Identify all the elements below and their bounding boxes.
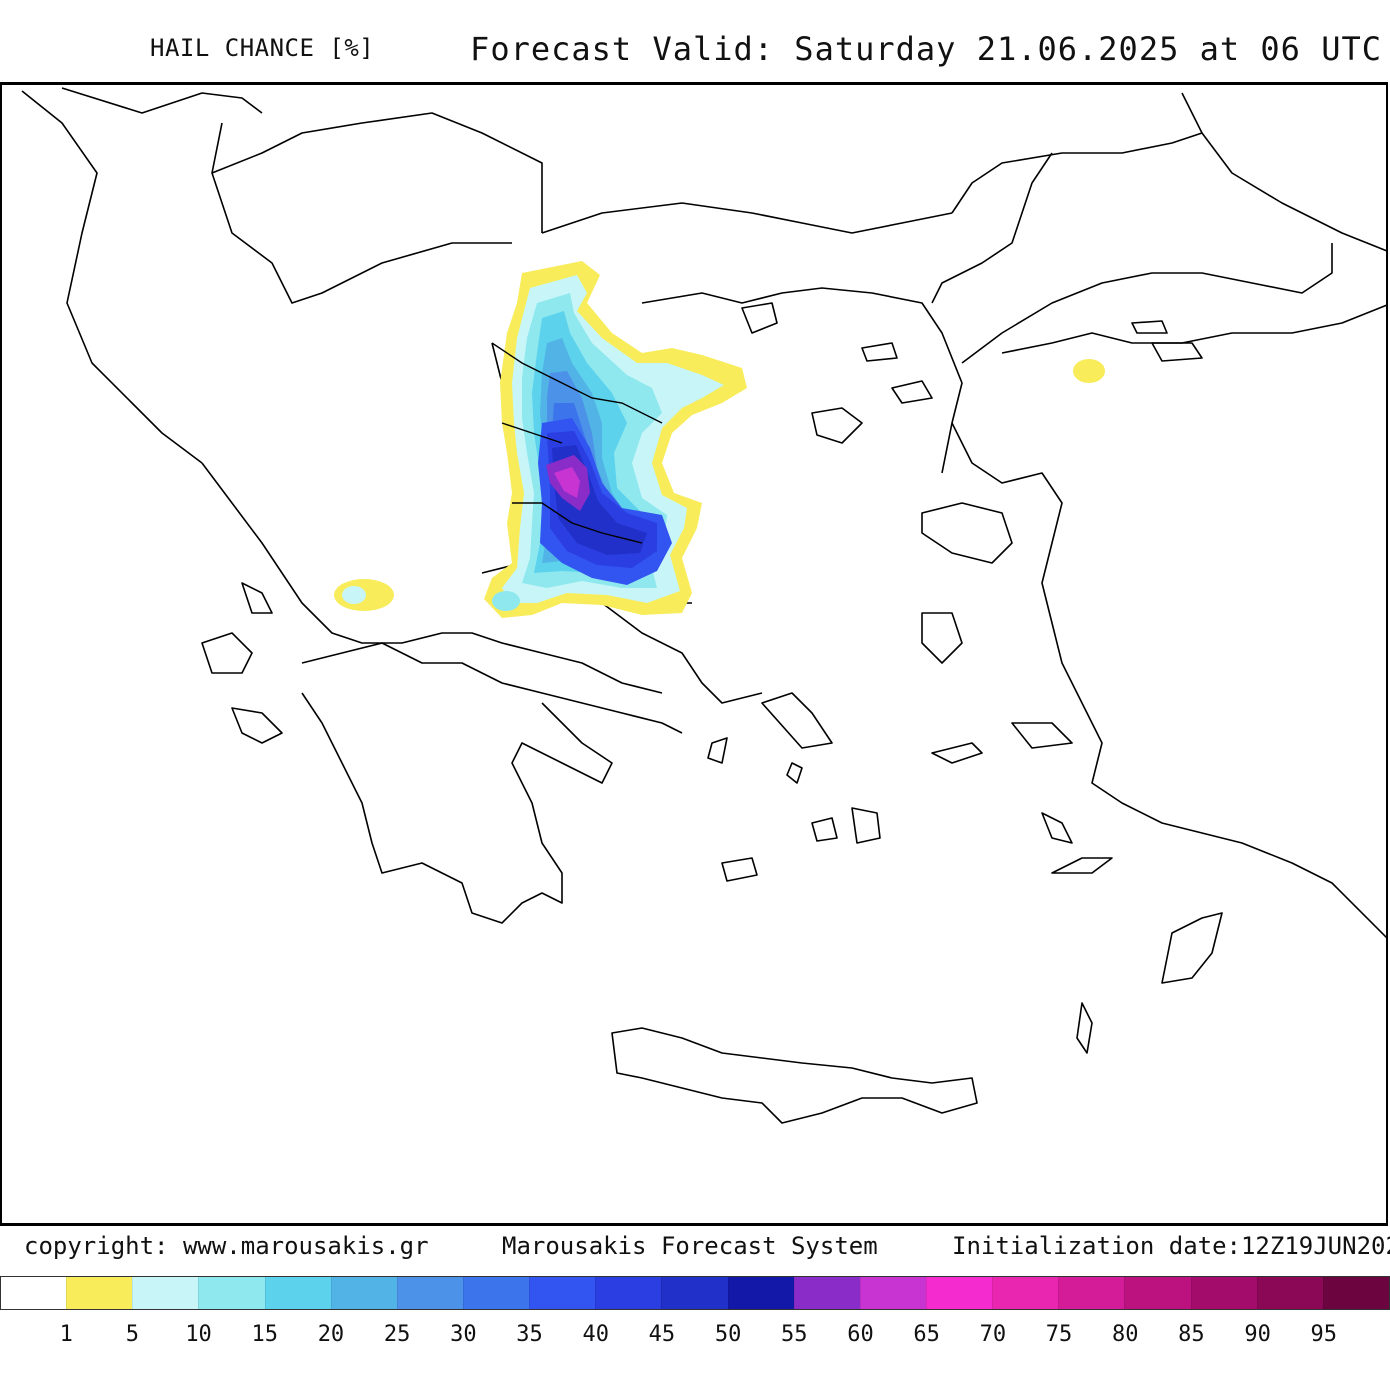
color-scale-tick-label: 30 bbox=[450, 1322, 477, 1347]
color-scale-tick-label: 35 bbox=[516, 1322, 543, 1347]
color-scale-tick-label: 40 bbox=[582, 1322, 609, 1347]
copyright-text: copyright: www.marousakis.gr bbox=[24, 1232, 429, 1260]
color-scale-tick-label: 70 bbox=[979, 1322, 1007, 1347]
map-title: HAIL CHANCE [%] bbox=[150, 34, 375, 62]
color-swatch bbox=[264, 1277, 331, 1309]
system-name: Marousakis Forecast System bbox=[502, 1232, 878, 1260]
color-scale-tick-label: 55 bbox=[781, 1322, 808, 1347]
color-swatch bbox=[1124, 1277, 1191, 1309]
color-scale-tick-label: 20 bbox=[317, 1322, 345, 1347]
color-swatch bbox=[198, 1277, 265, 1309]
color-scale-tick-label: 65 bbox=[913, 1322, 940, 1347]
country-borders bbox=[21, 87, 1388, 464]
color-scale-tick-label: 10 bbox=[185, 1322, 212, 1347]
color-scale-tick-label: 85 bbox=[1178, 1322, 1205, 1347]
color-swatch bbox=[1190, 1277, 1257, 1309]
color-swatch bbox=[1322, 1277, 1389, 1309]
hail-map bbox=[21, 87, 1388, 1124]
color-scale-tick-label: 75 bbox=[1045, 1322, 1073, 1347]
color-swatch bbox=[330, 1277, 397, 1309]
field-overlay-borders bbox=[491, 342, 663, 544]
color-scale-tick-label: 15 bbox=[251, 1322, 279, 1347]
color-scale-tick-label: 60 bbox=[847, 1322, 874, 1347]
color-swatch bbox=[727, 1277, 794, 1309]
color-scale-tick-label: 50 bbox=[714, 1322, 742, 1347]
color-swatch bbox=[66, 1277, 133, 1309]
color-scale-tick-label: 45 bbox=[648, 1322, 676, 1347]
color-swatch bbox=[925, 1277, 993, 1309]
color-scale-tick-label: 90 bbox=[1244, 1322, 1271, 1347]
initialization-date: Initialization date:12Z19JUN2025 bbox=[952, 1232, 1390, 1260]
coastlines bbox=[201, 287, 1388, 1124]
forecast-valid-time: Forecast Valid: Saturday 21.06.2025 at 0… bbox=[470, 30, 1382, 68]
map-panel bbox=[0, 82, 1388, 1226]
color-swatch bbox=[595, 1277, 662, 1309]
color-scale-tick-label: 25 bbox=[383, 1322, 411, 1347]
color-scale-tick-label: 1 bbox=[59, 1322, 73, 1347]
color-swatch bbox=[462, 1277, 530, 1309]
color-swatch bbox=[529, 1277, 596, 1309]
color-scale-tick-label: 5 bbox=[125, 1322, 139, 1347]
color-scale-tick-label: 80 bbox=[1111, 1322, 1139, 1347]
color-swatch bbox=[793, 1277, 860, 1309]
color-swatch bbox=[396, 1277, 463, 1309]
color-swatch bbox=[1256, 1277, 1323, 1309]
color-swatch bbox=[661, 1277, 728, 1309]
color-swatch bbox=[1058, 1277, 1125, 1309]
color-swatch bbox=[1, 1277, 67, 1309]
color-swatch bbox=[992, 1277, 1059, 1309]
color-swatch bbox=[132, 1277, 199, 1309]
color-scale-bar bbox=[0, 1276, 1390, 1310]
hail-probability-field bbox=[334, 261, 1105, 618]
color-scale-tick-label: 95 bbox=[1310, 1322, 1338, 1347]
color-swatch bbox=[859, 1277, 926, 1309]
color-scale-labels: 1 5 10 15 20 25 30 35 40 45 50 55 60 65 70 75 80 85 90 95 bbox=[0, 1322, 1390, 1352]
